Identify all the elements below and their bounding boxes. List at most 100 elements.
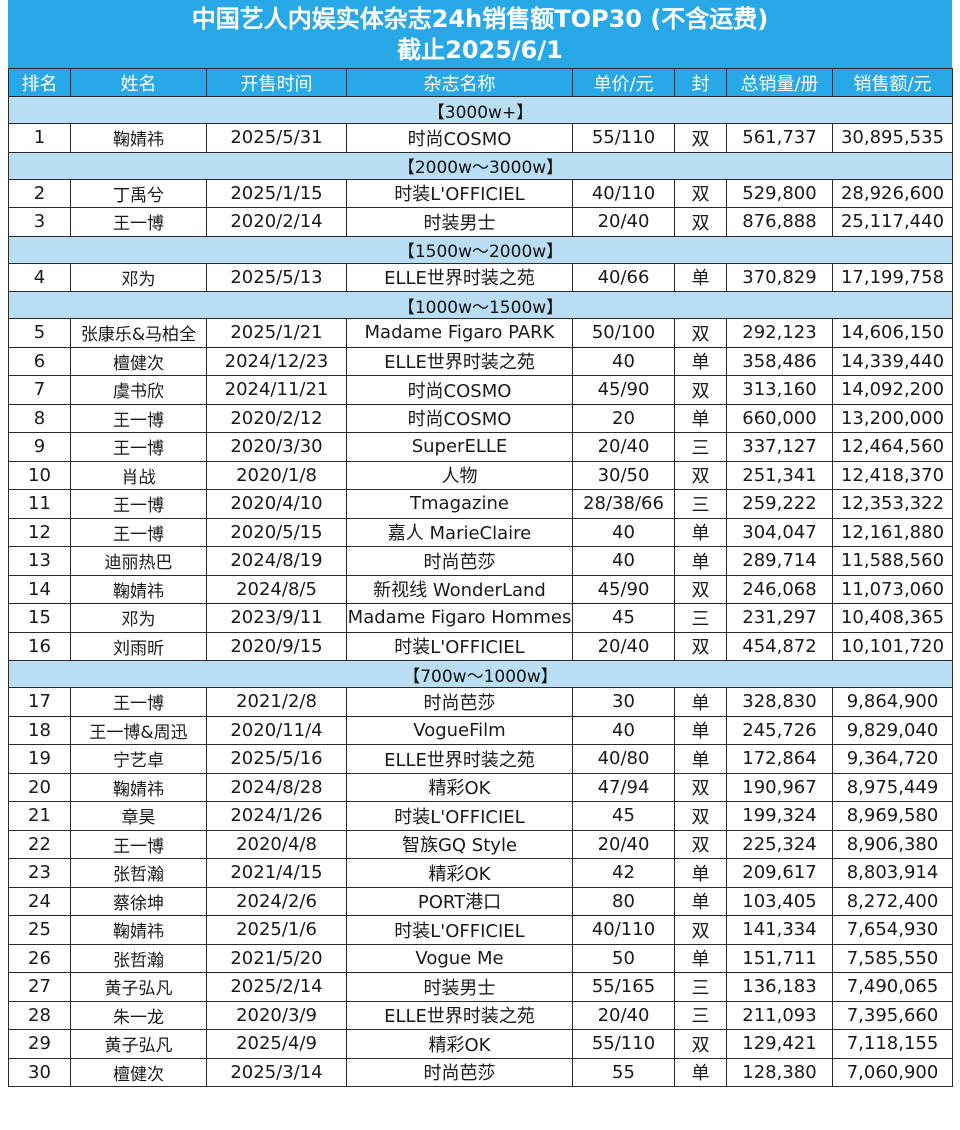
units-cell: 190,967	[726, 772, 833, 802]
date-cell: 2025/2/14	[206, 972, 347, 1002]
table-row: 21 章昊 2024/1/26 时装L'OFFICIEL 45 双 199,324 8,969…	[8, 801, 953, 831]
tier-section-row: 【3000w+】	[8, 96, 953, 124]
name-cell: 蔡徐坤	[70, 886, 207, 916]
units-cell: 292,123	[726, 318, 833, 348]
magazine-cell: 时装男士	[346, 972, 573, 1002]
name-cell: 虞书欣	[70, 375, 207, 405]
units-cell: 304,047	[726, 517, 833, 547]
cover-cell: 单	[674, 346, 727, 376]
units-cell: 529,800	[726, 178, 833, 208]
price-cell: 20	[572, 403, 675, 433]
rank-cell: 4	[8, 262, 71, 292]
tier-label: 【1500w～2000w】	[8, 235, 953, 264]
table-row: 2 丁禹兮 2025/1/15 时装L'OFFICIEL 40/110 双 529,800 2…	[8, 178, 953, 208]
cover-cell: 双	[674, 318, 727, 348]
magazine-cell: 时尚芭莎	[346, 546, 573, 576]
revenue-cell: 11,588,560	[832, 546, 953, 576]
magazine-cell: Madame Figaro PARK	[346, 318, 573, 348]
magazine-cell: PORT港口	[346, 886, 573, 916]
rank-cell: 30	[8, 1057, 71, 1087]
cover-cell: 双	[674, 460, 727, 490]
price-cell: 20/40	[572, 631, 675, 661]
rank-cell: 13	[8, 546, 71, 576]
magazine-cell: 时尚COSMO	[346, 403, 573, 433]
date-cell: 2025/5/31	[206, 123, 347, 153]
price-cell: 55/165	[572, 972, 675, 1002]
rank-cell: 7	[8, 375, 71, 405]
magazine-cell: 时尚芭莎	[346, 687, 573, 717]
name-cell: 王一博&周迅	[70, 715, 207, 745]
date-cell: 2025/1/6	[206, 915, 347, 945]
date-cell: 2023/9/11	[206, 603, 347, 633]
table-row: 3 王一博 2020/2/14 时装男士 20/40 双 876,888 25,117,440	[8, 207, 953, 237]
name-cell: 章昊	[70, 801, 207, 831]
price-cell: 50/100	[572, 318, 675, 348]
magazine-cell: ELLE世界时装之苑	[346, 262, 573, 292]
units-cell: 259,222	[726, 489, 833, 519]
units-cell: 246,068	[726, 574, 833, 604]
price-cell: 45/90	[572, 574, 675, 604]
rank-cell: 27	[8, 972, 71, 1002]
cover-cell: 单	[674, 403, 727, 433]
table-row: 24 蔡徐坤 2024/2/6 PORT港口 80 单 103,405 8,272,400	[8, 886, 953, 916]
units-cell: 151,711	[726, 943, 833, 973]
cover-cell: 单	[674, 1057, 727, 1087]
price-cell: 30/50	[572, 460, 675, 490]
date-cell: 2020/3/30	[206, 432, 347, 462]
revenue-cell: 13,200,000	[832, 403, 953, 433]
cover-cell: 单	[674, 262, 727, 292]
name-cell: 鞠婧祎	[70, 915, 207, 945]
table-row: 29 黄子弘凡 2025/4/9 精彩OK 55/110 双 129,421 7,118,15…	[8, 1029, 953, 1059]
price-cell: 40	[572, 546, 675, 576]
price-cell: 55/110	[572, 123, 675, 153]
revenue-cell: 8,803,914	[832, 858, 953, 888]
revenue-cell: 17,199,758	[832, 262, 953, 292]
revenue-cell: 14,339,440	[832, 346, 953, 376]
rank-cell: 23	[8, 858, 71, 888]
magazine-cell: 时装L'OFFICIEL	[346, 801, 573, 831]
revenue-cell: 8,975,449	[832, 772, 953, 802]
revenue-cell: 7,654,930	[832, 915, 953, 945]
name-cell: 王一博	[70, 403, 207, 433]
revenue-cell: 28,926,600	[832, 178, 953, 208]
header-rank: 排名	[8, 68, 71, 97]
units-cell: 328,830	[726, 687, 833, 717]
price-cell: 40	[572, 517, 675, 547]
rank-cell: 1	[8, 123, 71, 153]
cover-cell: 单	[674, 687, 727, 717]
units-cell: 211,093	[726, 1000, 833, 1030]
rank-cell: 12	[8, 517, 71, 547]
date-cell: 2020/2/14	[206, 207, 347, 237]
revenue-cell: 7,118,155	[832, 1029, 953, 1059]
magazine-cell: 时尚COSMO	[346, 375, 573, 405]
header-magazine: 杂志名称	[346, 68, 573, 97]
units-cell: 172,864	[726, 744, 833, 774]
magazine-cell: 嘉人 MarieClaire	[346, 517, 573, 547]
cover-cell: 双	[674, 631, 727, 661]
revenue-cell: 12,353,322	[832, 489, 953, 519]
header-price: 单价/元	[572, 68, 675, 97]
header-units: 总销量/册	[726, 68, 833, 97]
name-cell: 朱一龙	[70, 1000, 207, 1030]
revenue-cell: 14,092,200	[832, 375, 953, 405]
name-cell: 王一博	[70, 517, 207, 547]
header-row: 排名 姓名 开售时间 杂志名称 单价/元 封 总销量/册 销售额/元	[8, 68, 953, 97]
price-cell: 45	[572, 801, 675, 831]
cover-cell: 三	[674, 972, 727, 1002]
page-subtitle: 截止2025/6/1	[397, 36, 563, 64]
table-row: 12 王一博 2020/5/15 嘉人 MarieClaire 40 单 304,047 12…	[8, 517, 953, 547]
cover-cell: 三	[674, 489, 727, 519]
cover-cell: 单	[674, 886, 727, 916]
cover-cell: 单	[674, 943, 727, 973]
revenue-cell: 7,490,065	[832, 972, 953, 1002]
cover-cell: 双	[674, 1029, 727, 1059]
revenue-cell: 14,606,150	[832, 318, 953, 348]
date-cell: 2024/2/6	[206, 886, 347, 916]
price-cell: 45	[572, 603, 675, 633]
revenue-cell: 10,408,365	[832, 603, 953, 633]
price-cell: 40/110	[572, 178, 675, 208]
rank-cell: 8	[8, 403, 71, 433]
date-cell: 2024/8/19	[206, 546, 347, 576]
cover-cell: 双	[674, 123, 727, 153]
